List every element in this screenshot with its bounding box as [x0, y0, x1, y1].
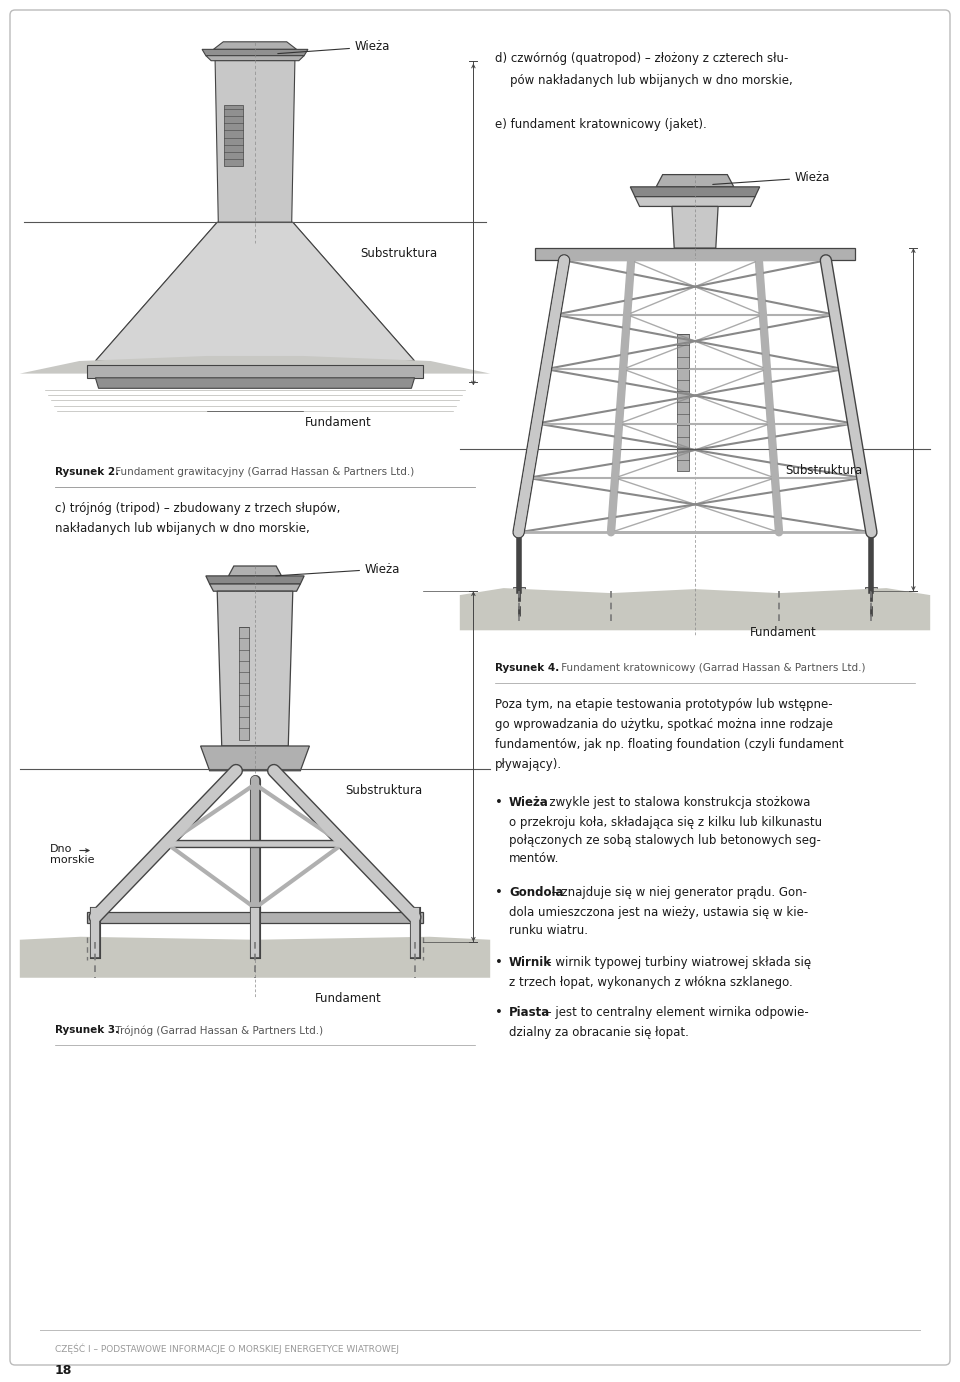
Text: go wprowadzania do użytku, spotkać można inne rodzaje: go wprowadzania do użytku, spotkać można…	[495, 719, 833, 731]
Polygon shape	[201, 746, 309, 771]
Text: Fundament: Fundament	[750, 626, 817, 638]
Bar	[20, 768, 491, 948]
Text: Substruktura: Substruktura	[345, 784, 422, 796]
Polygon shape	[215, 61, 295, 223]
Polygon shape	[631, 187, 759, 196]
Text: Poza tym, na etapie testowania prototypów lub wstępne-: Poza tym, na etapie testowania prototypó…	[495, 698, 832, 710]
Text: •: •	[495, 886, 503, 900]
Text: d) czwórnóg (quatropod) – złożony z czterech słu-: d) czwórnóg (quatropod) – złożony z czte…	[495, 53, 788, 65]
Polygon shape	[217, 591, 293, 746]
Bar	[410, 949, 420, 956]
Bar	[87, 912, 422, 923]
Text: Wirnik: Wirnik	[509, 956, 552, 969]
Text: dzialny za obracanie się łopat.: dzialny za obracanie się łopat.	[509, 1025, 689, 1039]
Bar	[250, 949, 260, 956]
Polygon shape	[95, 377, 415, 388]
Text: •: •	[495, 956, 503, 969]
Polygon shape	[95, 223, 415, 361]
Text: e) fundament kratownicowy (​jaket​).: e) fundament kratownicowy (​jaket​).	[495, 117, 707, 131]
Text: dola umieszczona jest na wieży, ustawia się w kie-
runku wiatru.: dola umieszczona jest na wieży, ustawia …	[509, 907, 808, 937]
Text: •: •	[495, 1006, 503, 1019]
Polygon shape	[205, 576, 304, 585]
Text: Substruktura: Substruktura	[785, 464, 862, 477]
Text: Fundament: Fundament	[305, 416, 372, 428]
Text: – znajduje się w niej generator prądu. Gon-: – znajduje się w niej generator prądu. G…	[547, 886, 806, 900]
Polygon shape	[20, 937, 491, 977]
Text: Fundament kratownicowy (Garrad Hassan & Partners Ltd.): Fundament kratownicowy (Garrad Hassan & …	[558, 663, 866, 673]
Polygon shape	[205, 55, 304, 61]
Bar	[460, 249, 930, 449]
Text: o przekroju koła, składająca się z kilku lub kilkunastu
połączonych ze sobą stal: o przekroju koła, składająca się z kilku…	[509, 815, 822, 865]
Text: Wieża: Wieża	[509, 796, 549, 808]
Text: pów nakładanych lub wbijanych w dno morskie,: pów nakładanych lub wbijanych w dno mors…	[495, 75, 793, 87]
Bar	[513, 587, 524, 596]
Polygon shape	[672, 206, 718, 249]
Polygon shape	[203, 50, 308, 55]
Polygon shape	[657, 174, 733, 187]
Text: fundamentów, jak np. ​floating foundation​ (czyli fundament: fundamentów, jak np. ​floating foundatio…	[495, 738, 844, 750]
Text: Rysunek 4.: Rysunek 4.	[495, 663, 560, 673]
Text: Fundament grawitacyjny (Garrad Hassan & Partners Ltd.): Fundament grawitacyjny (Garrad Hassan & …	[112, 467, 415, 477]
Polygon shape	[635, 196, 756, 206]
Polygon shape	[460, 589, 930, 630]
Text: – jest to centralny element wirnika odpowie-: – jest to centralny element wirnika odpo…	[542, 1006, 808, 1019]
Text: z trzech łopat, wykonanych z włókna szklanego.: z trzech łopat, wykonanych z włókna szkl…	[509, 976, 793, 990]
Text: Fundament: Fundament	[315, 992, 382, 1005]
Bar	[224, 105, 243, 166]
Text: Rysunek 3.: Rysunek 3.	[55, 1025, 119, 1035]
Bar	[20, 223, 491, 390]
Text: Wieża: Wieża	[712, 171, 830, 184]
Text: Substruktura: Substruktura	[360, 247, 437, 260]
Text: – zwykle jest to stalowa konstrukcja stożkowa: – zwykle jest to stalowa konstrukcja sto…	[537, 796, 811, 808]
Text: Dno
morskie: Dno morskie	[50, 843, 94, 865]
FancyBboxPatch shape	[10, 10, 950, 1365]
Bar	[90, 949, 101, 956]
Text: Trójnóg (Garrad Hassan & Partners Ltd.): Trójnóg (Garrad Hassan & Partners Ltd.)	[112, 1025, 324, 1035]
Polygon shape	[228, 567, 281, 576]
Text: 18: 18	[55, 1364, 72, 1376]
Text: nakładanych lub wbijanych w dno morskie,: nakładanych lub wbijanych w dno morskie,	[55, 522, 310, 535]
Polygon shape	[209, 585, 300, 591]
Bar	[678, 334, 689, 471]
Text: Rysunek 2.: Rysunek 2.	[55, 467, 119, 477]
Polygon shape	[87, 365, 422, 377]
Text: pływający).: pływający).	[495, 757, 563, 771]
Text: – wirnik typowej turbiny wiatrowej składa się: – wirnik typowej turbiny wiatrowej skład…	[542, 956, 811, 969]
Bar	[865, 587, 877, 596]
Text: •: •	[495, 796, 503, 808]
Text: Gondola: Gondola	[509, 886, 564, 900]
Polygon shape	[95, 223, 415, 361]
Bar	[239, 627, 249, 739]
Text: Wieża: Wieża	[277, 40, 391, 54]
Text: Piasta: Piasta	[509, 1006, 550, 1019]
Polygon shape	[20, 357, 491, 373]
Text: c) trójnóg (​tripod​) – zbudowany z trzech słupów,: c) trójnóg (​tripod​) – zbudowany z trze…	[55, 502, 341, 515]
Text: Wieża: Wieża	[276, 562, 400, 576]
Polygon shape	[213, 41, 297, 50]
Text: CZĘŚĆ I – PODSTAWOWE INFORMACJE O MORSKIEJ ENERGETYCE WIATROWEJ: CZĘŚĆ I – PODSTAWOWE INFORMACJE O MORSKI…	[55, 1345, 399, 1354]
Bar	[536, 249, 854, 260]
